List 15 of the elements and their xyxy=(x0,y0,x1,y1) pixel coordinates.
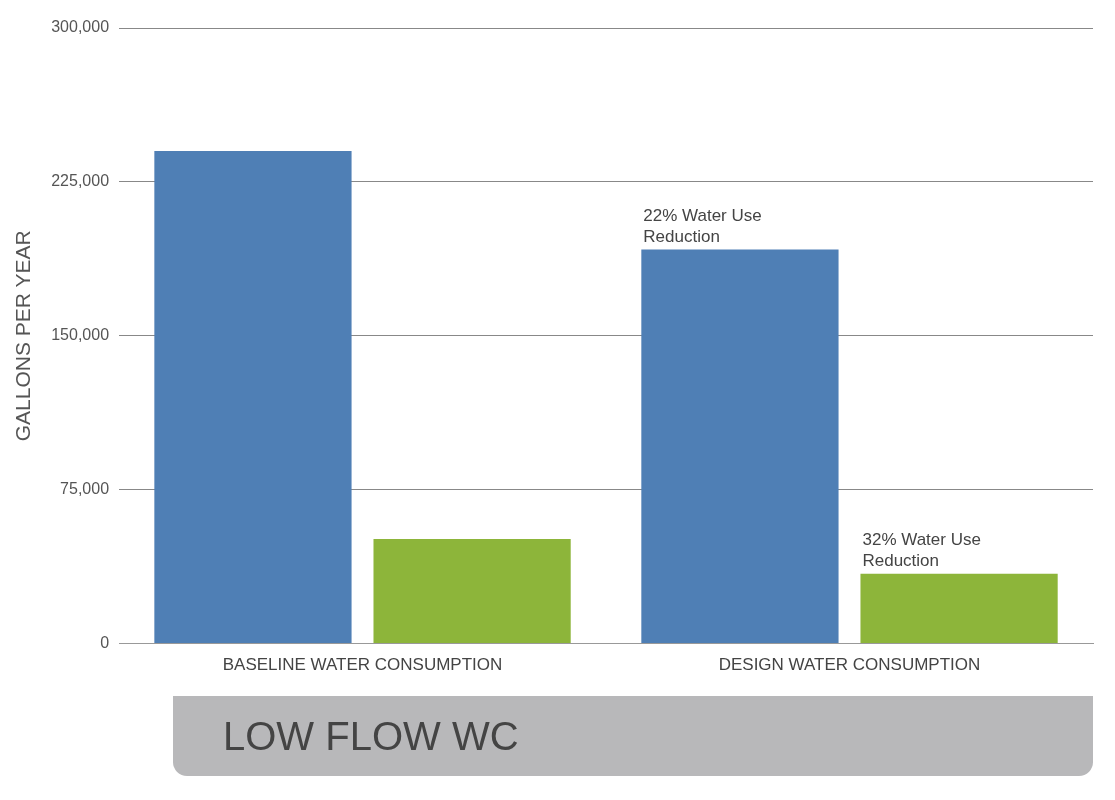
y-tick-label: 300,000 xyxy=(51,18,110,36)
bar xyxy=(373,538,571,644)
bar xyxy=(154,151,352,644)
x-tick-label: BASELINE WATER CONSUMPTION xyxy=(222,655,503,675)
annotation: 32% Water Use Reduction xyxy=(862,530,981,571)
y-tick-label: 150,000 xyxy=(51,326,110,344)
y-tick-label: 0 xyxy=(100,634,110,652)
bar xyxy=(860,573,1058,644)
annotation: 22% Water Use Reduction xyxy=(643,205,762,246)
bar xyxy=(641,249,839,644)
y-axis-title: GALLONS PER YEAR xyxy=(11,230,35,442)
y-tick-label: 225,000 xyxy=(51,172,110,190)
x-tick-label: DESIGN WATER CONSUMPTION xyxy=(718,655,981,675)
y-tick-label: 75,000 xyxy=(60,480,110,498)
x-axis-title: LOW FLOW WC xyxy=(173,696,1093,776)
